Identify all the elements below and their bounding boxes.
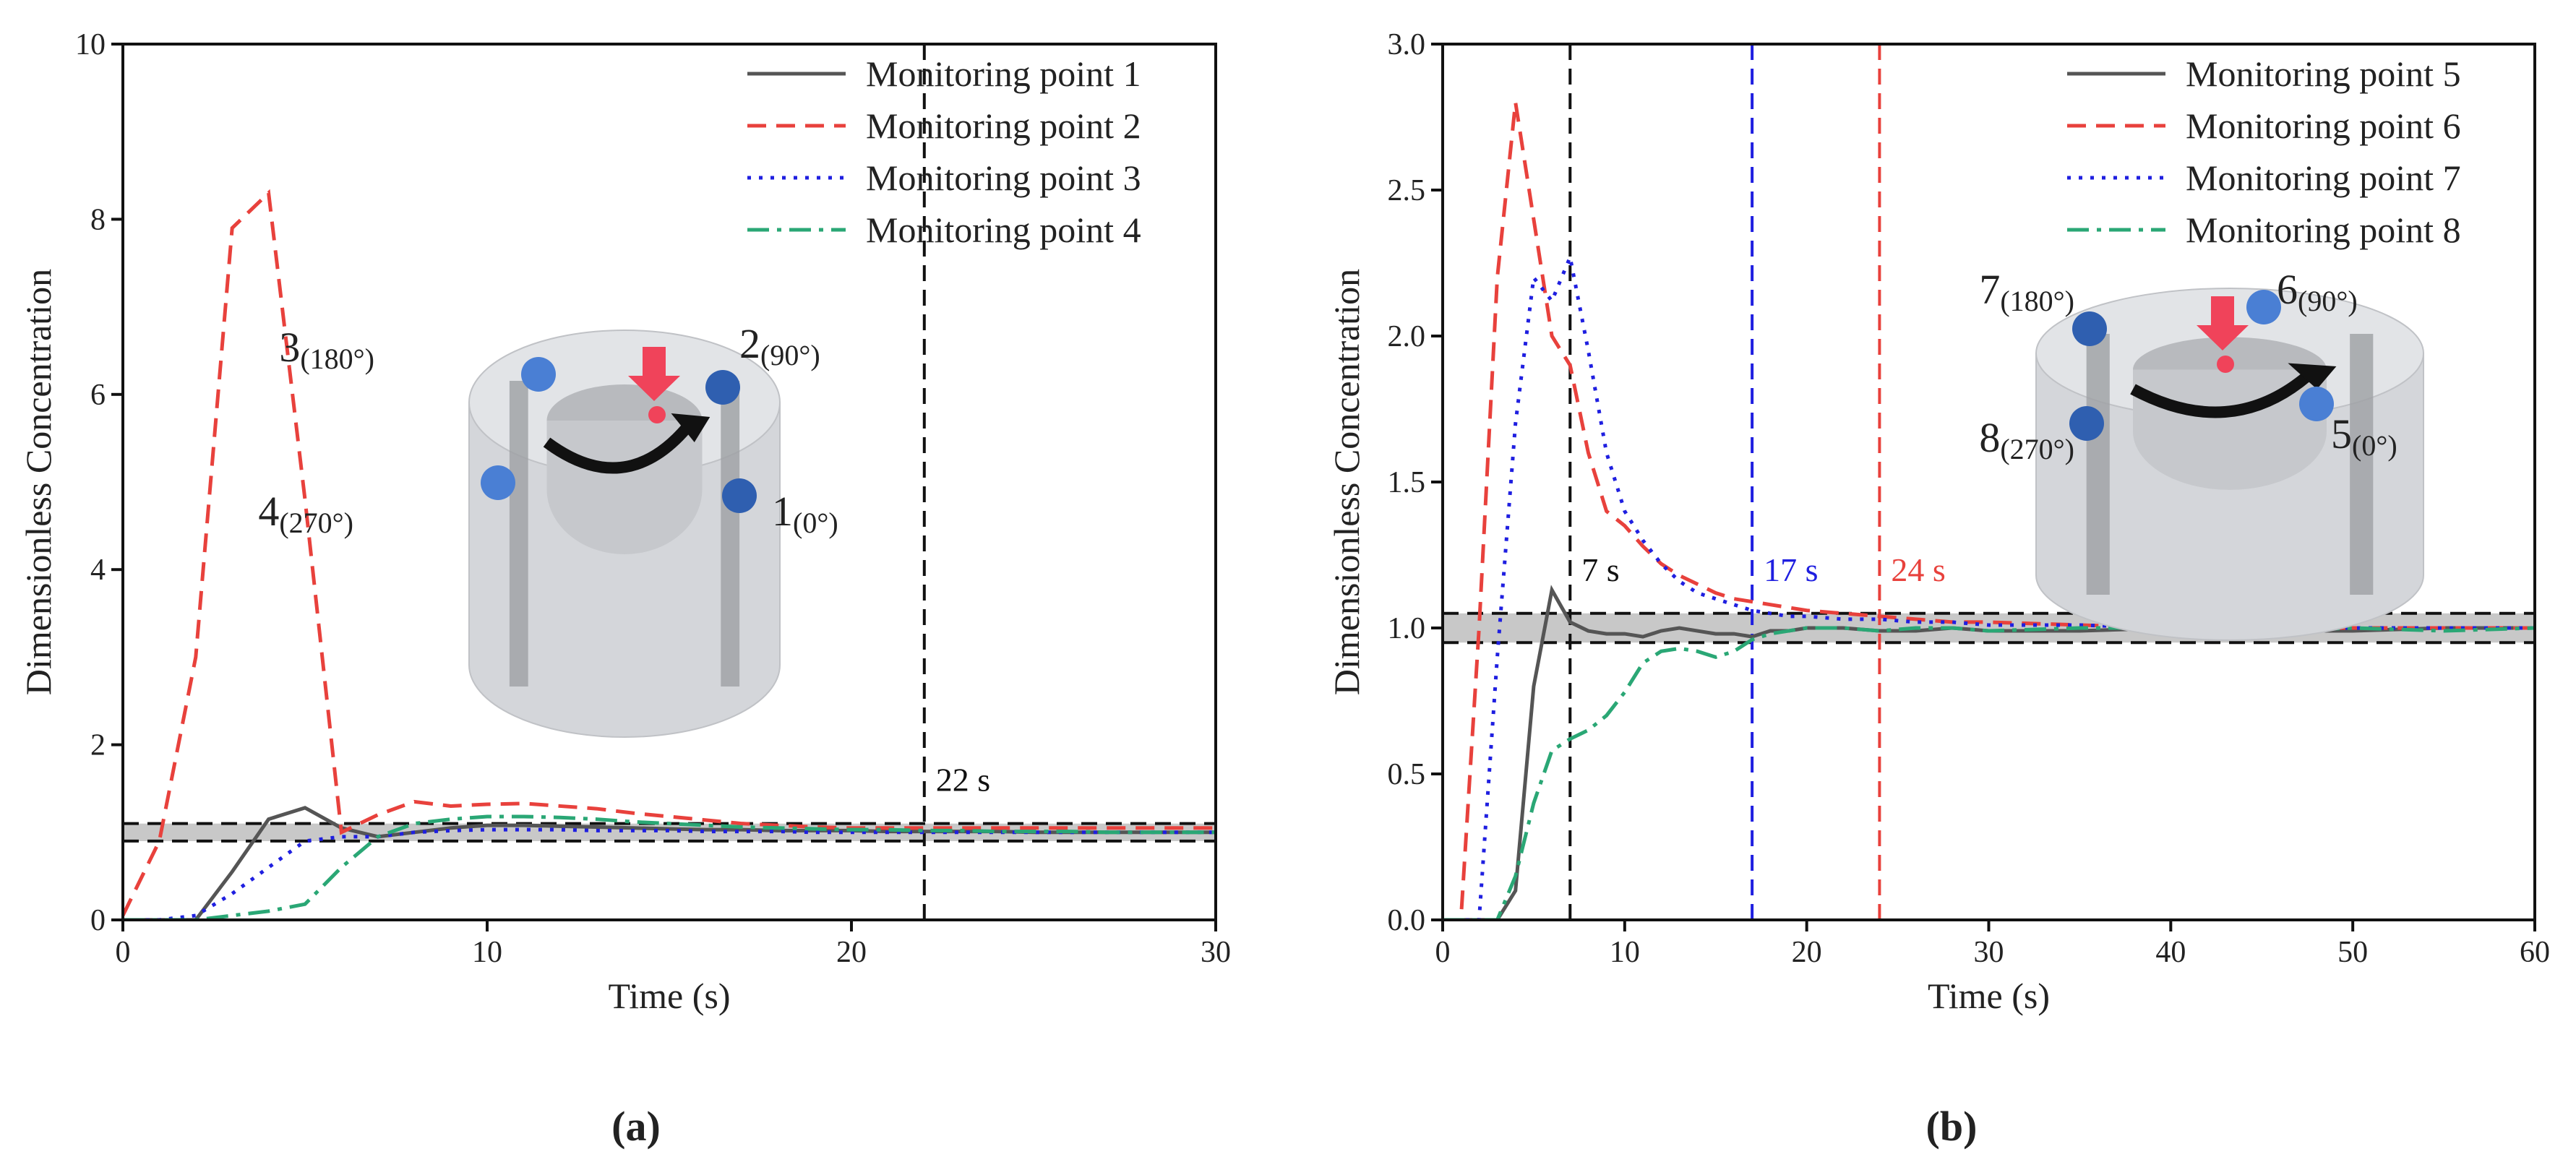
inset-diagram: 3(180°) 2(90°) 4(270°) 1(0°) [258, 320, 838, 738]
legend-label: Monitoring point 7 [2186, 158, 2461, 198]
y-axis-title: Dimensionless Concentration [18, 269, 59, 695]
point-number: 8 [1979, 414, 2000, 461]
x-tick-label: 40 [2155, 936, 2186, 969]
point-number: 4 [258, 488, 279, 535]
x-tick-label: 10 [1610, 936, 1640, 969]
legend-label: Monitoring point 3 [866, 158, 1141, 198]
baffle [2350, 334, 2374, 595]
baffle [509, 381, 528, 687]
rotation-arrow [543, 423, 692, 474]
y-tick-label: 3.0 [1388, 28, 1426, 61]
inset-label: 6(90°) [2277, 266, 2358, 317]
inset-diagram: 7(180°) 6(90°) 8(270°) 5(0°) [1979, 266, 2424, 641]
series-line [123, 814, 1216, 920]
x-tick-label: 60 [2520, 936, 2550, 969]
inset-label: 3(180°) [279, 324, 374, 375]
y-tick-label: 2 [90, 729, 106, 762]
series-line [1443, 626, 2535, 920]
point-angle: (90°) [2298, 285, 2358, 317]
y-tick-label: 10 [75, 28, 106, 61]
x-tick-label: 20 [836, 936, 867, 969]
point-angle: (90°) [760, 339, 820, 371]
point-number: 6 [2277, 266, 2298, 313]
inlet-point [2217, 356, 2234, 373]
y-tick-label: 4 [90, 554, 106, 587]
y-tick-label: 8 [90, 203, 106, 236]
series-line [1443, 102, 2535, 920]
y-tick-label: 0.5 [1388, 758, 1426, 791]
inset-label: 2(90°) [739, 320, 820, 371]
series-line [123, 827, 1216, 920]
point-angle: (180°) [300, 343, 374, 375]
point-number: 2 [739, 320, 760, 367]
x-tick-label: 0 [116, 936, 131, 969]
legend-label: Monitoring point 6 [2186, 106, 2461, 146]
monitoring-point [2069, 406, 2104, 441]
rotation-arrow [2130, 371, 2311, 418]
inlet-arrow [2197, 296, 2249, 350]
y-tick-label: 2.0 [1388, 320, 1426, 353]
y-tick-label: 0 [90, 904, 106, 937]
monitoring-point [521, 357, 556, 392]
y-axis-title: Dimensionless Concentration [1326, 269, 1367, 695]
legend-label: Monitoring point 4 [866, 210, 1141, 250]
y-tick-label: 0.0 [1388, 904, 1426, 937]
y-tick-label: 6 [90, 379, 106, 412]
inset-label: 4(270°) [258, 488, 353, 539]
monitoring-point [481, 465, 515, 500]
y-tick-label: 2.5 [1388, 174, 1426, 207]
monitoring-point [722, 478, 757, 513]
legend-label: Monitoring point 2 [866, 106, 1141, 146]
marker-label: 17 s [1764, 551, 1818, 588]
point-number: 3 [279, 324, 300, 371]
rotation-arrow-head [671, 413, 710, 442]
point-angle: (270°) [2000, 433, 2074, 465]
x-tick-label: 50 [2337, 936, 2368, 969]
y-tick-label: 1.5 [1388, 466, 1426, 499]
inlet-arrow [628, 347, 680, 401]
point-number: 7 [1979, 266, 2000, 313]
monitoring-point [2246, 290, 2281, 324]
x-tick-label: 10 [472, 936, 502, 969]
inlet-point [648, 406, 666, 423]
series-line [1443, 251, 2535, 920]
point-number: 1 [772, 488, 793, 535]
baffle [721, 381, 740, 687]
marker-label: 22 s [936, 762, 990, 799]
point-angle: (270°) [279, 507, 353, 539]
marker-label: 24 s [1891, 551, 1945, 588]
point-number: 5 [2331, 410, 2352, 457]
monitoring-point [2072, 311, 2107, 346]
monitoring-point [705, 370, 740, 405]
y-tick-label: 1.0 [1388, 612, 1426, 645]
series-line [1443, 585, 2535, 920]
x-tick-label: 30 [1974, 936, 2004, 969]
rotation-arrow-head [2288, 363, 2337, 389]
x-axis-title: Time (s) [608, 976, 730, 1016]
inset-label: 7(180°) [1979, 266, 2074, 317]
legend-label: Monitoring point 5 [2186, 53, 2461, 94]
caption: (b) [1926, 1103, 1978, 1150]
x-axis-title: Time (s) [1928, 976, 2050, 1016]
inset-label: 1(0°) [772, 488, 838, 539]
plot-frame [121, 43, 1217, 921]
monitoring-point [2299, 387, 2334, 421]
series-line [123, 189, 1216, 917]
inset-label: 8(270°) [1979, 414, 2074, 465]
marker-label: 7 s [1581, 551, 1619, 588]
inset-label: 5(0°) [2331, 410, 2397, 462]
point-angle: (180°) [2000, 285, 2074, 317]
baffle [2086, 334, 2110, 595]
legend-label: Monitoring point 8 [2186, 210, 2461, 250]
point-angle: (0°) [2352, 429, 2397, 462]
caption: (a) [611, 1103, 661, 1150]
legend-label: Monitoring point 1 [866, 53, 1141, 94]
point-angle: (0°) [793, 507, 838, 539]
x-tick-label: 20 [1792, 936, 1822, 969]
x-tick-label: 30 [1201, 936, 1231, 969]
x-tick-label: 0 [1435, 936, 1451, 969]
